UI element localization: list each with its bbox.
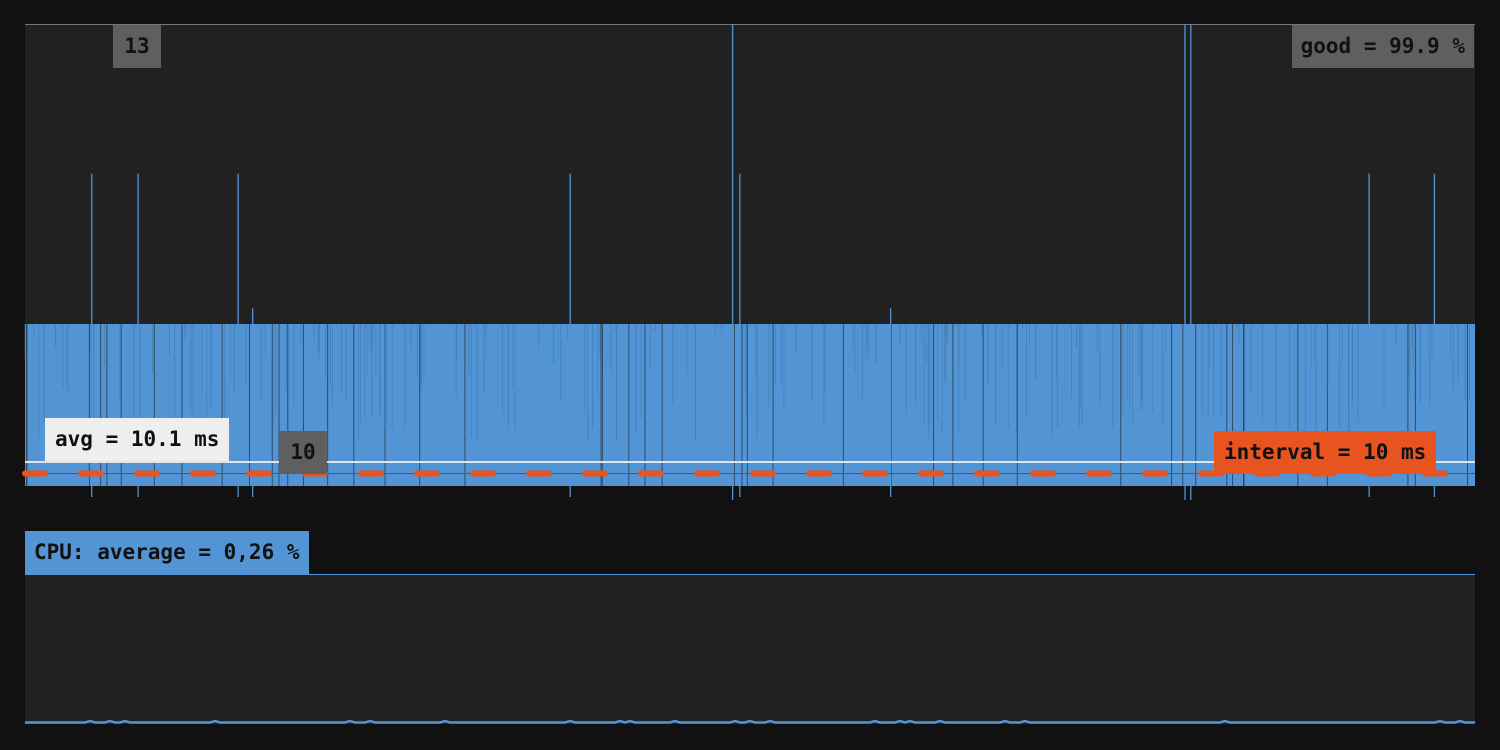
- cpu-panel: [25, 574, 1475, 724]
- cpu-series-line: [25, 719, 1475, 724]
- avg-label: avg = 10.1 ms: [45, 418, 230, 461]
- top-panel: [25, 24, 1475, 324]
- y-ten-tick-label: 10: [279, 431, 327, 474]
- y-max-tick-label: 13: [113, 25, 161, 68]
- interval-label: interval = 10 ms: [1214, 431, 1437, 474]
- cpu-average-label: CPU: average = 0,26 %: [25, 531, 309, 574]
- good-percent-label: good = 99.9 %: [1291, 25, 1474, 68]
